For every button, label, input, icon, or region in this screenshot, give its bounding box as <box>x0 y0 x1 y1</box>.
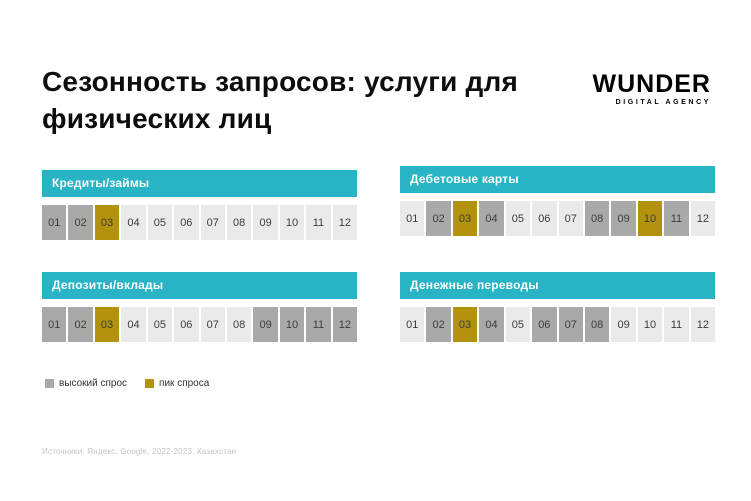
month-cell-high: 11 <box>306 307 331 342</box>
panel-header-money-transfers: Денежные переводы <box>400 272 715 299</box>
month-cell-normal: 09 <box>611 307 636 342</box>
legend: высокий спрос пик спроса <box>45 378 209 389</box>
panel-header-deposits: Депозиты/вклады <box>42 272 357 299</box>
month-cell-normal: 06 <box>174 205 199 240</box>
month-cell-high: 02 <box>68 307 93 342</box>
month-cell-peak: 03 <box>94 205 120 240</box>
panel-money-transfers: Денежные переводы 01 02 03 04 05 06 07 08 09 10 11… <box>400 272 716 342</box>
month-cell-high: 02 <box>68 205 93 240</box>
logo-wordmark: WUNDER <box>592 70 711 98</box>
month-cell-normal: 06 <box>174 307 199 342</box>
wunder-logo: WUNDER DIGITAL AGENCY <box>592 70 712 107</box>
month-cell-normal: 11 <box>306 205 331 240</box>
month-cell-high: 02 <box>426 307 451 342</box>
month-cell-high: 06 <box>532 307 557 342</box>
month-cell-normal: 10 <box>637 307 663 342</box>
panel-credits-loans: Кредиты/займы 01 02 03 04 05 06 07 08 09 10 11 12 <box>42 170 358 240</box>
month-cell-normal: 04 <box>121 205 146 240</box>
month-cell-normal: 07 <box>200 205 225 240</box>
month-cell-peak: 03 <box>452 307 478 342</box>
peak-demand-swatch <box>145 379 155 388</box>
month-cell-high: 09 <box>253 307 278 342</box>
legend-label-high-demand: высокий спрос <box>59 378 128 389</box>
page-title: Сезонность запросов: услуги для физическ… <box>42 66 519 134</box>
month-cell-high: 04 <box>479 201 504 236</box>
month-cell-high: 08 <box>584 201 610 236</box>
month-cells-row-debit-cards: 01 02 03 04 05 06 07 08 09 10 11 12 <box>400 201 716 236</box>
high-demand-swatch <box>45 379 54 388</box>
month-cell-high: 11 <box>664 201 689 236</box>
month-cell-normal: 08 <box>226 307 252 342</box>
legend-item-peak-demand: пик спроса <box>145 378 209 389</box>
month-cells-row-deposits: 01 02 03 04 05 06 07 08 09 10 11 12 <box>42 307 358 342</box>
legend-label-peak-demand: пик спроса <box>159 378 210 389</box>
month-cell-high: 04 <box>479 307 504 342</box>
month-cell-normal: 07 <box>200 307 225 342</box>
month-cell-normal: 08 <box>226 205 252 240</box>
month-cell-high: 01 <box>42 307 67 342</box>
source-note: Источники: Яндекс, Google, 2022-2023, Ка… <box>42 447 237 456</box>
panel-deposits: Депозиты/вклады 01 02 03 04 05 06 07 08 09 10 11 12 <box>42 272 358 342</box>
month-cell-high: 07 <box>558 307 583 342</box>
month-cell-normal: 12 <box>690 201 716 236</box>
month-cell-normal: 12 <box>332 205 358 240</box>
month-cell-normal: 05 <box>147 307 173 342</box>
month-cell-normal: 10 <box>279 205 305 240</box>
month-cell-high: 12 <box>332 307 358 342</box>
month-cell-peak: 03 <box>452 201 478 236</box>
month-cells-row-money-transfers: 01 02 03 04 05 06 07 08 09 10 11 12 <box>400 307 716 342</box>
month-cell-normal: 09 <box>253 205 278 240</box>
month-cell-peak: 03 <box>94 307 120 342</box>
panel-debit-cards: Дебетовые карты 01 02 03 04 05 06 07 08 09 10 11 12 <box>400 166 716 236</box>
month-cell-normal: 01 <box>400 201 425 236</box>
month-cells-row-credits-loans: 01 02 03 04 05 06 07 08 09 10 11 12 <box>42 205 358 240</box>
panel-header-debit-cards: Дебетовые карты <box>400 166 715 193</box>
legend-item-high-demand: высокий спрос <box>45 378 127 389</box>
month-cell-high: 01 <box>42 205 67 240</box>
month-cell-normal: 05 <box>147 205 173 240</box>
month-cell-normal: 06 <box>532 201 557 236</box>
logo-tagline: DIGITAL AGENCY <box>615 99 711 106</box>
month-cell-normal: 11 <box>664 307 689 342</box>
month-cell-normal: 05 <box>505 307 531 342</box>
month-cell-normal: 05 <box>505 201 531 236</box>
month-cell-normal: 01 <box>400 307 425 342</box>
month-cell-high: 02 <box>426 201 451 236</box>
month-cell-normal: 07 <box>558 201 583 236</box>
month-cell-normal: 12 <box>690 307 716 342</box>
month-cell-high: 09 <box>611 201 636 236</box>
month-cell-peak: 10 <box>637 201 663 236</box>
panel-header-credits-loans: Кредиты/займы <box>42 170 357 197</box>
month-cell-normal: 04 <box>121 307 146 342</box>
month-cell-high: 10 <box>279 307 305 342</box>
month-cell-high: 08 <box>584 307 610 342</box>
